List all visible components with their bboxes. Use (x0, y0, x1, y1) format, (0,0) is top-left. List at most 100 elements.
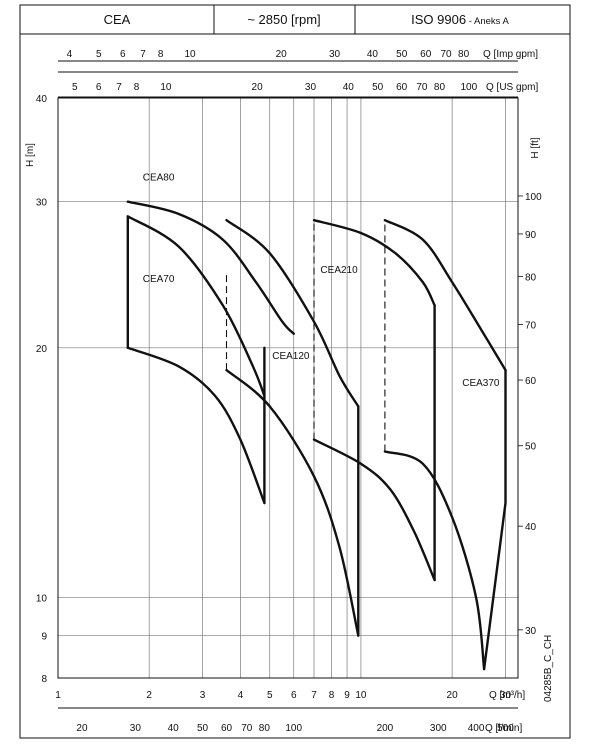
impgpm-axis-label: Q [Imp gpm] (483, 49, 538, 60)
tick-lmin-30: 30 (130, 723, 142, 734)
tick-lmin-40: 40 (168, 723, 180, 734)
lmin-axis-label: Q [l/min] (485, 723, 522, 734)
usgpm-axis-label: Q [US gpm] (486, 82, 538, 93)
label-cea120: CEA120 (272, 351, 310, 362)
tick-m3h-20: 20 (447, 690, 459, 701)
tick-m3h-4: 4 (238, 690, 244, 701)
cea80-curve (126, 200, 295, 335)
tick-lmin-400: 400 (468, 723, 485, 734)
tick-lmin-60: 60 (221, 723, 233, 734)
tick-impgpm-7: 7 (140, 49, 146, 60)
tick-lmin-50: 50 (197, 723, 209, 734)
tick-m3h-3: 3 (200, 690, 206, 701)
outer-frame (19, 4, 571, 739)
cea120-bottom-curve (225, 368, 360, 637)
tick-h-m-8: 8 (41, 674, 47, 685)
cea70-bottom-curve (126, 346, 266, 505)
tick-h-ft-90: 90 (525, 230, 537, 241)
header-standard-suffix: - Aneks A (466, 16, 509, 27)
tick-h-m-20: 20 (36, 344, 48, 355)
h-m-axis-label: H [m] (25, 143, 36, 167)
tick-usgpm-50: 50 (372, 82, 384, 93)
tick-lmin-200: 200 (377, 723, 394, 734)
tick-usgpm-7: 7 (116, 82, 122, 93)
grid-lines (58, 98, 518, 678)
tick-usgpm-6: 6 (96, 82, 102, 93)
tick-lmin-500: 500 (497, 723, 514, 734)
label-cea210: CEA210 (320, 265, 358, 276)
tick-usgpm-40: 40 (343, 82, 355, 93)
tick-m3h-8: 8 (329, 690, 335, 701)
m3h-axis-label: Q [m³/h] (489, 690, 525, 701)
tick-usgpm-20: 20 (252, 82, 264, 93)
tick-usgpm-80: 80 (434, 82, 446, 93)
header-model: CEA (104, 12, 131, 27)
cea370-top-curve (383, 219, 507, 372)
tick-impgpm-30: 30 (329, 49, 341, 60)
tick-usgpm-100: 100 (461, 82, 478, 93)
header-standard: ISO 9906 - Aneks A (411, 12, 509, 27)
tick-h-ft-40: 40 (525, 522, 537, 533)
tick-impgpm-4: 4 (67, 49, 73, 60)
tick-h-ft-50: 50 (525, 442, 537, 453)
h-ft-ticks: 30 40 50 60 70 80 90 100 (518, 192, 542, 637)
tick-h-ft-80: 80 (525, 272, 537, 283)
tick-usgpm-8: 8 (134, 82, 140, 93)
tick-h-m-40: 40 (36, 94, 48, 105)
document-code: 04285B_C_CH (543, 635, 554, 702)
tick-lmin-80: 80 (259, 723, 271, 734)
tick-h-ft-70: 70 (525, 320, 537, 331)
tick-m3h-1: 1 (55, 690, 61, 701)
top-axis-ticks: 4 5 6 7 8 10 20 30 40 50 60 70 80 5 6 7 8 10 20 30 40 50 60 70 8… (67, 49, 478, 93)
tick-h-ft-60: 60 (525, 376, 537, 387)
cea210-top-curve (312, 219, 436, 307)
cea370-bottom-curve (383, 450, 486, 671)
tick-impgpm-20: 20 (276, 49, 288, 60)
cea210-bottom-curve (312, 438, 436, 582)
pump-curves (126, 200, 507, 671)
tick-impgpm-70: 70 (440, 49, 452, 60)
tick-impgpm-6: 6 (120, 49, 126, 60)
tick-m3h-10: 10 (355, 690, 367, 701)
plot-frame (57, 97, 519, 679)
tick-h-m-30: 30 (36, 198, 48, 209)
tick-h-m-10: 10 (36, 594, 48, 605)
tick-impgpm-10: 10 (184, 49, 196, 60)
tick-m3h-2: 2 (146, 690, 152, 701)
tick-usgpm-70: 70 (416, 82, 428, 93)
cea120-top-curve (225, 219, 360, 408)
cea70-top-curve (126, 215, 266, 398)
tick-lmin-20: 20 (76, 723, 88, 734)
tick-m3h-7: 7 (311, 690, 317, 701)
cea370-max-edge (482, 368, 507, 671)
curve-labels: CEA80 CEA70 CEA120 CEA210 CEA370 (143, 173, 500, 389)
tick-usgpm-30: 30 (305, 82, 317, 93)
tick-impgpm-8: 8 (158, 49, 164, 60)
tick-usgpm-5: 5 (72, 82, 78, 93)
tick-lmin-300: 300 (430, 723, 447, 734)
tick-impgpm-5: 5 (96, 49, 102, 60)
tick-m3h-9: 9 (344, 690, 350, 701)
header-standard-main: ISO 9906 (411, 12, 466, 27)
tick-m3h-6: 6 (291, 690, 297, 701)
tick-h-ft-30: 30 (525, 626, 537, 637)
h-m-ticks: 8 9 10 20 30 40 (36, 94, 48, 685)
tick-usgpm-10: 10 (160, 82, 172, 93)
tick-usgpm-60: 60 (396, 82, 408, 93)
tick-m3h-30: 30 (500, 690, 512, 701)
bottom-axis-ticks: 1 2 3 4 5 6 7 8 9 10 20 30 20 30 40 50 60 70 80 100 200 300 40… (55, 690, 514, 734)
label-cea80: CEA80 (143, 173, 175, 184)
header-speed: ~ 2850 [rpm] (247, 12, 320, 27)
tick-impgpm-80: 80 (458, 49, 470, 60)
tick-impgpm-50: 50 (396, 49, 408, 60)
tick-h-m-9: 9 (41, 632, 47, 643)
tick-h-ft-100: 100 (525, 192, 542, 203)
tick-m3h-5: 5 (267, 690, 273, 701)
tick-lmin-100: 100 (285, 723, 302, 734)
tick-lmin-70: 70 (241, 723, 253, 734)
tick-impgpm-60: 60 (420, 49, 432, 60)
label-cea70: CEA70 (143, 274, 175, 285)
label-cea370: CEA370 (462, 378, 500, 389)
tick-impgpm-40: 40 (367, 49, 379, 60)
